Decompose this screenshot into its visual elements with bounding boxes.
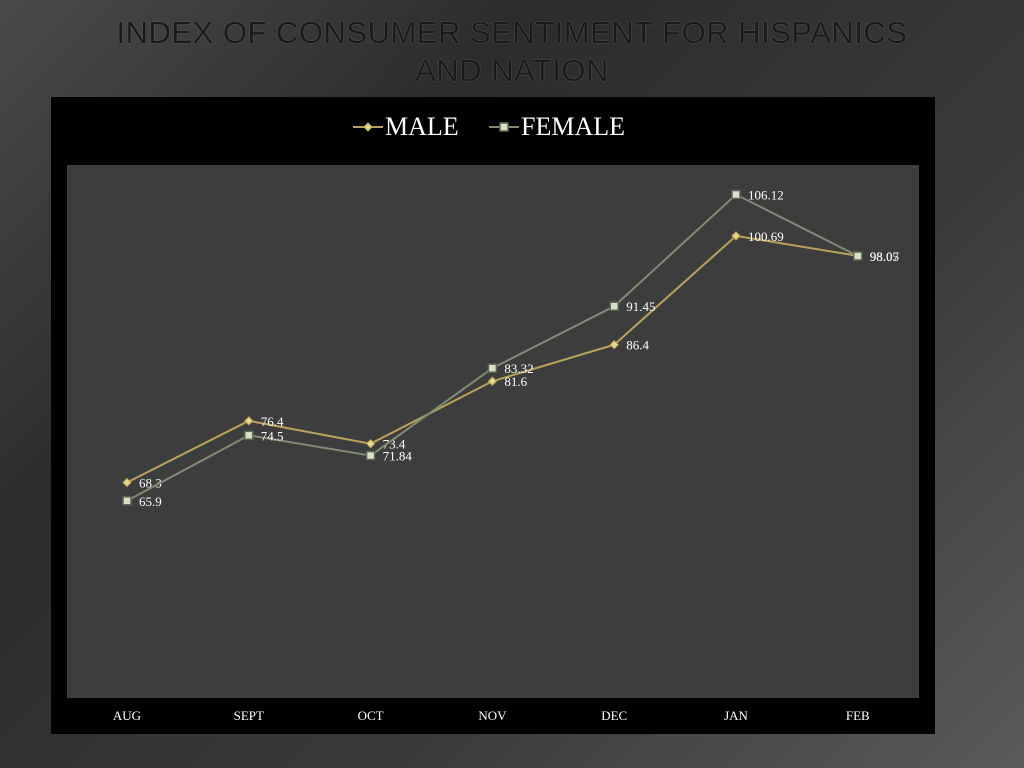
data-label-female-oct: 71.84 (383, 449, 413, 464)
data-point-female-dec (609, 301, 619, 311)
data-point-female-nov (487, 363, 498, 373)
data-point-male-jan (731, 231, 741, 241)
data-point-female-feb (853, 251, 863, 261)
legend-label-female: FEMALE (521, 112, 625, 141)
plot-area (67, 165, 919, 698)
data-label-female-jan: 106.12 (748, 188, 784, 203)
data-point-male-aug (122, 477, 132, 488)
data-label-female-sept: 74.5 (261, 428, 284, 443)
data-label-male-nov: 81.6 (504, 374, 527, 389)
legend-marker-female (499, 122, 509, 132)
data-label-male-jan: 100.69 (748, 229, 784, 244)
line-chart: MALE FEMALE 68.3 76.4 73.4 81.6 86.4 100.69 98.… (67, 112, 919, 723)
data-point-male-dec (609, 339, 619, 350)
data-label-female-nov: 83.32 (504, 361, 533, 376)
data-point-male-nov (487, 376, 498, 386)
slide-title-line-2: AND NATION (415, 53, 609, 88)
data-label-female-aug: 65.9 (139, 494, 162, 509)
x-tick-label-nov: NOV (478, 708, 507, 723)
x-tick-label-dec: DEC (601, 708, 627, 723)
data-point-male-sept (244, 416, 254, 426)
data-point-female-jan (731, 189, 741, 200)
slide-title: INDEX OF CONSUMER SENTIMENT FOR HISPANIC… (60, 14, 964, 90)
data-label-male-oct: 73.4 (383, 437, 406, 452)
legend-marker-male (363, 122, 373, 132)
x-tick-label-oct: OCT (358, 708, 384, 723)
x-axis: AUG SEPT OCT NOV DEC JAN FEB (113, 708, 870, 723)
data-point-female-oct (365, 450, 376, 461)
data-point-male-oct (365, 438, 376, 449)
chart-frame: MALE FEMALE 68.3 76.4 73.4 81.6 86.4 100.69 98.… (51, 97, 935, 734)
x-tick-label-sept: SEPT (234, 708, 264, 723)
legend: MALE FEMALE (353, 112, 625, 141)
legend-label-male: MALE (385, 112, 459, 141)
data-label-male-dec: 86.4 (626, 338, 649, 353)
data-point-female-sept (244, 430, 254, 441)
x-tick-label-aug: AUG (113, 708, 141, 723)
data-label-female-dec: 91.45 (626, 299, 655, 314)
data-label-male-feb: 98.07 (870, 249, 900, 264)
x-tick-label-feb: FEB (846, 708, 870, 723)
data-label-female-feb: 98.05 (870, 249, 899, 264)
series-layer: 68.3 76.4 73.4 81.6 86.4 100.69 98.07 65.9 74.5 7… (122, 188, 900, 509)
x-tick-label-jan: JAN (724, 708, 748, 723)
data-label-male-aug: 68.3 (139, 476, 162, 491)
data-label-male-sept: 76.4 (261, 414, 284, 429)
data-point-female-aug (122, 496, 132, 506)
slide-title-line-1: INDEX OF CONSUMER SENTIMENT FOR HISPANIC… (116, 15, 908, 50)
